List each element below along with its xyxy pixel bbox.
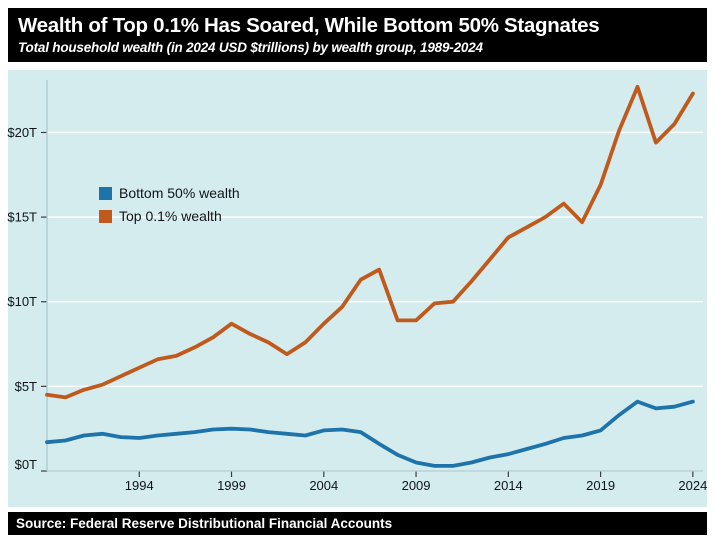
y-tick-label: $5T [15,379,37,394]
source-text: Source: Federal Reserve Distributional F… [16,516,393,531]
legend-label-bottom50: Bottom 50% wealth [119,185,240,201]
x-tick-label: 2004 [309,478,338,493]
x-tick-label: 1999 [217,478,246,493]
legend: Bottom 50% wealth Top 0.1% wealth [99,185,240,224]
x-tick-label: 1994 [125,478,154,493]
x-tick-label: 2024 [678,478,707,493]
y-tick-label: $20T [7,125,37,140]
x-tick-label: 2009 [402,478,431,493]
chart-title: Wealth of Top 0.1% Has Soared, While Bot… [18,14,600,37]
source-bar: Source: Federal Reserve Distributional F… [8,512,707,535]
legend-label-top01: Top 0.1% wealth [119,208,222,224]
y-tick-label: $15T [7,210,37,225]
axes-layer: $0T $5T $10T $15T $20T 1994 1999 2004 2009 2014 20… [7,80,707,493]
title-bar: Wealth of Top 0.1% Has Soared, While Bot… [8,8,707,62]
legend-swatch-top01 [99,210,112,223]
x-tick-label: 2014 [494,478,523,493]
chart-subtitle: Total household wealth (in 2024 USD $tri… [18,39,483,55]
x-tick-label: 2019 [586,478,615,493]
y-tick-label: $0T [15,457,37,472]
series-line-bottom50 [45,399,695,468]
legend-swatch-bottom50 [99,187,112,200]
series-line-top01 [45,84,695,400]
y-tick-label: $10T [7,294,37,309]
chart-background [8,70,707,507]
